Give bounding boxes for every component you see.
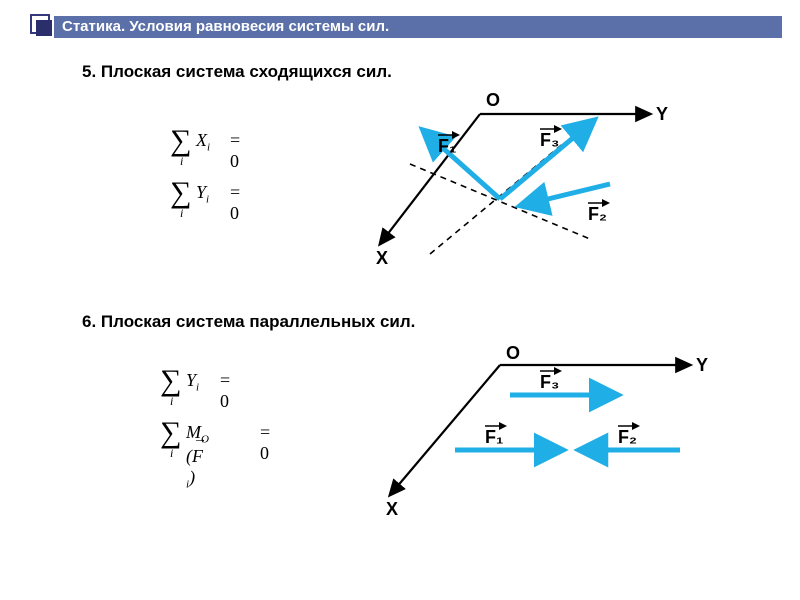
svg-text:F₁: F₁ (485, 427, 503, 447)
svg-text:F₂: F₂ (618, 427, 637, 447)
svg-text:F₂: F₂ (588, 204, 607, 224)
section-5-title: 5. Плоская система сходящихся сил. (82, 62, 800, 82)
svg-text:F₃: F₃ (540, 130, 559, 150)
svg-text:X: X (376, 248, 388, 268)
section-6-title: 6. Плоская система параллельных сил. (82, 312, 800, 332)
header-square-inner (36, 20, 52, 36)
force-F2 (523, 184, 610, 205)
svg-text:Y: Y (656, 104, 668, 124)
slide-title: Статика. Условия равновесия системы сил. (54, 16, 782, 38)
svg-text:X: X (386, 499, 398, 519)
svg-text:F₁: F₁ (438, 136, 456, 156)
svg-text:Y: Y (696, 355, 708, 375)
force-F1 (425, 132, 500, 199)
svg-text:F₃: F₃ (540, 372, 559, 392)
diagram-concurrent-forces: O Y X F₁ F₂ F₃ (330, 84, 690, 284)
slide-header: Статика. Условия равновесия системы сил. (30, 14, 800, 40)
svg-text:O: O (506, 343, 520, 363)
svg-text:O: O (486, 90, 500, 110)
diagram-parallel-forces: O Y X F₃ F₁ F₂ (350, 340, 730, 520)
